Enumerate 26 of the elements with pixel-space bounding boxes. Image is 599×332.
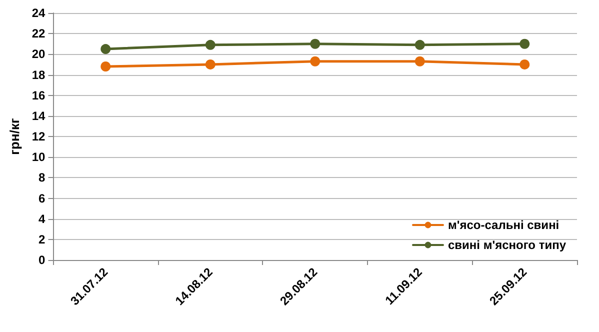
- y-tick-label: 16: [32, 88, 46, 102]
- y-tick-label: 0: [38, 253, 46, 267]
- y-tick-label: 18: [32, 68, 46, 82]
- y-tick-label: 24: [32, 6, 46, 20]
- y-tick-label: 10: [32, 150, 46, 164]
- point: [310, 38, 320, 49]
- point: [520, 59, 530, 70]
- y-tick-label: 12: [32, 130, 46, 144]
- point: [414, 56, 425, 66]
- y-tick-label: 14: [32, 108, 46, 123]
- legend-label: свині м'ясного типу: [448, 238, 566, 252]
- y-tick-label: 6: [38, 191, 46, 206]
- point: [310, 56, 320, 66]
- y-tick-label: 8: [38, 170, 46, 185]
- y-tick-label: 22: [32, 26, 46, 41]
- point: [100, 62, 111, 72]
- legend-label: м'ясо-сальні свині: [448, 218, 560, 232]
- y-tick-label: 2: [38, 232, 46, 246]
- point: [414, 40, 425, 50]
- y-axis-title: грн/кг: [7, 118, 22, 155]
- y-tick-label: 4: [38, 212, 46, 226]
- point: [520, 38, 530, 49]
- point: [205, 40, 216, 50]
- y-tick-label: 20: [32, 47, 46, 62]
- point: [205, 59, 216, 70]
- point: [100, 44, 111, 54]
